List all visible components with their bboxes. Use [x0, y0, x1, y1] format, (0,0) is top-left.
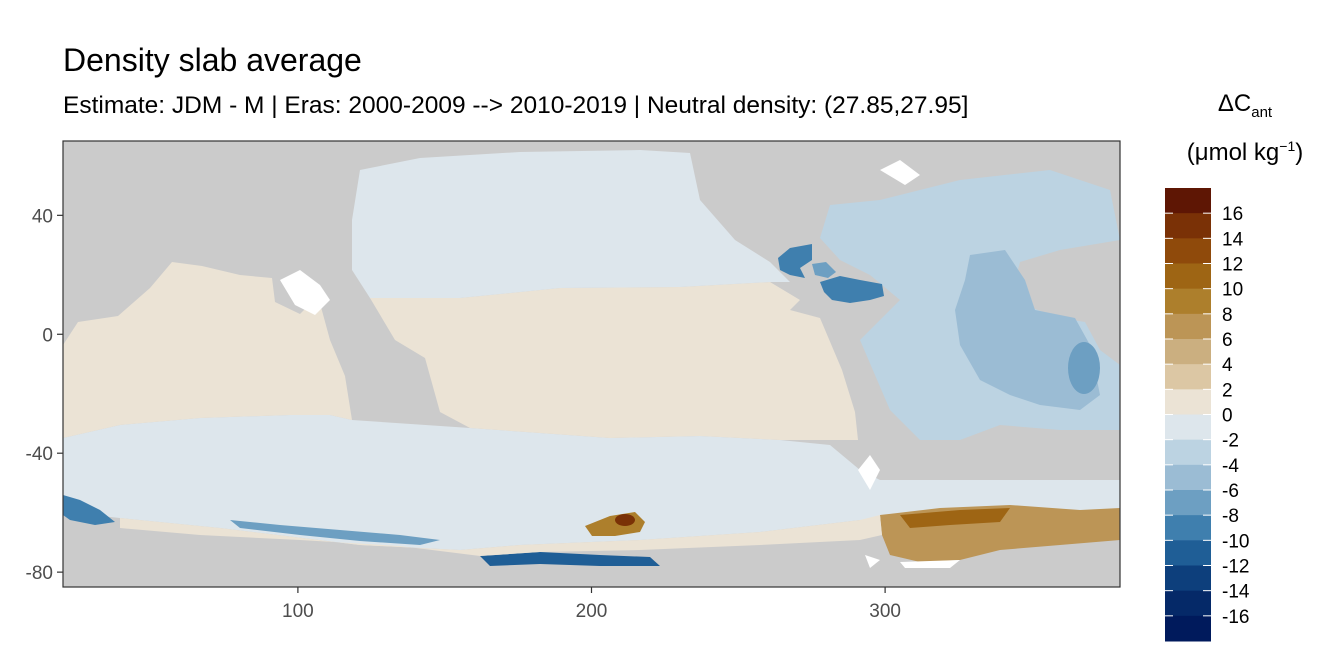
y-tick-label: -80 [26, 563, 53, 584]
land-background [63, 141, 1120, 587]
map-panel [63, 141, 1120, 587]
colorbar-bin [1165, 540, 1211, 566]
x-tick-label: 200 [576, 601, 608, 622]
colorbar-label: -8 [1222, 506, 1239, 527]
x-tick-label: 100 [282, 601, 314, 622]
colorbar-bin [1165, 339, 1211, 365]
chart-subtitle: Estimate: JDM - M | Eras: 2000-2009 --> … [63, 92, 969, 119]
colorbar-bin [1165, 590, 1211, 617]
region-weddell-core [900, 508, 1010, 528]
colorbar-label: 12 [1222, 255, 1243, 276]
colorbar-bin [1165, 238, 1211, 264]
legend-unit: (μmol kg−1) [1160, 138, 1330, 167]
colorbar-label: 6 [1222, 330, 1233, 351]
region-antarctic-fringe-central [230, 520, 440, 545]
colorbar-label: -2 [1222, 431, 1239, 452]
legend-title-main: ΔC [1217, 90, 1252, 117]
region-antarctic-shelf [120, 515, 882, 556]
region-antarctic-fringe-west [63, 495, 115, 525]
region-southern-ocean-band [63, 415, 1120, 550]
region-indian-tropical [63, 262, 352, 438]
y-tick-label: 40 [32, 206, 53, 227]
colorbar-bin [1165, 188, 1211, 214]
region-ross-core [615, 514, 635, 526]
colorbar-bin [1165, 313, 1211, 340]
colorbar-label: -12 [1222, 557, 1249, 578]
legend-unit-prefix: (μmol kg [1186, 139, 1280, 166]
colorbar-label: 2 [1222, 380, 1233, 401]
colorbar-bin [1165, 565, 1211, 592]
legend-title: ΔCant [1160, 90, 1330, 121]
no-data-south-america-coast [858, 455, 880, 490]
no-data-north-east [880, 160, 920, 185]
colorbar-bin [1165, 288, 1211, 315]
region-weddell-sea [880, 505, 1120, 562]
region-gulf-of-guinea-core [1068, 342, 1100, 394]
legend-title-sub: ant [1251, 103, 1273, 121]
colorbar-label: 14 [1222, 229, 1244, 250]
colorbar-bin [1165, 213, 1211, 239]
colorbar-bin [1165, 414, 1211, 441]
colorbar-label: 0 [1222, 406, 1233, 427]
colorbar-label: 16 [1222, 204, 1243, 225]
region-north-pacific [352, 150, 790, 298]
colorbar-bin [1165, 389, 1211, 415]
colorbar-bin [1165, 263, 1211, 290]
region-florida-straits [812, 262, 836, 278]
colorbar-label: -16 [1222, 607, 1249, 628]
colorbar-bin [1165, 364, 1211, 390]
y-tick-label: -40 [26, 444, 53, 465]
colorbar-label: 8 [1222, 305, 1233, 326]
chart-title: Density slab average [63, 42, 362, 78]
no-data-antarctica-south [900, 560, 960, 568]
y-tick-label: 0 [42, 325, 53, 346]
no-data-antarctic-west [865, 555, 880, 568]
colorbar-label: -10 [1222, 531, 1249, 552]
no-data-indonesia [280, 270, 330, 315]
colorbar-label: 10 [1222, 280, 1243, 301]
region-north-atlantic [820, 170, 1120, 440]
colorbar-label: -4 [1222, 456, 1239, 477]
region-ross-sea [585, 512, 645, 536]
region-gulf-of-mexico [778, 244, 812, 278]
legend-unit-suffix: ) [1295, 139, 1304, 166]
region-central-atlantic [955, 250, 1100, 410]
legend-unit-exp: −1 [1279, 138, 1296, 154]
region-pacific-tropical [370, 282, 858, 440]
region-caribbean [820, 276, 884, 303]
colorbar-label: 4 [1222, 355, 1233, 376]
colorbar-label: -14 [1222, 582, 1250, 603]
colorbar-bin [1165, 490, 1211, 516]
x-tick-label: 300 [869, 601, 901, 622]
colorbar-bin [1165, 464, 1211, 491]
colorbar-label: -6 [1222, 481, 1239, 502]
legend-colorbar: 16 14 12 10 8 6 4 2 0 -2 -4 -6 -8 -10 -12 -14 -16 [1165, 188, 1250, 642]
colorbar-bin [1165, 439, 1211, 466]
panel-frame [62, 140, 1121, 588]
colorbar-bin [1165, 515, 1211, 541]
region-antarctic-fringe [480, 552, 660, 566]
colorbar-bin [1165, 615, 1211, 642]
